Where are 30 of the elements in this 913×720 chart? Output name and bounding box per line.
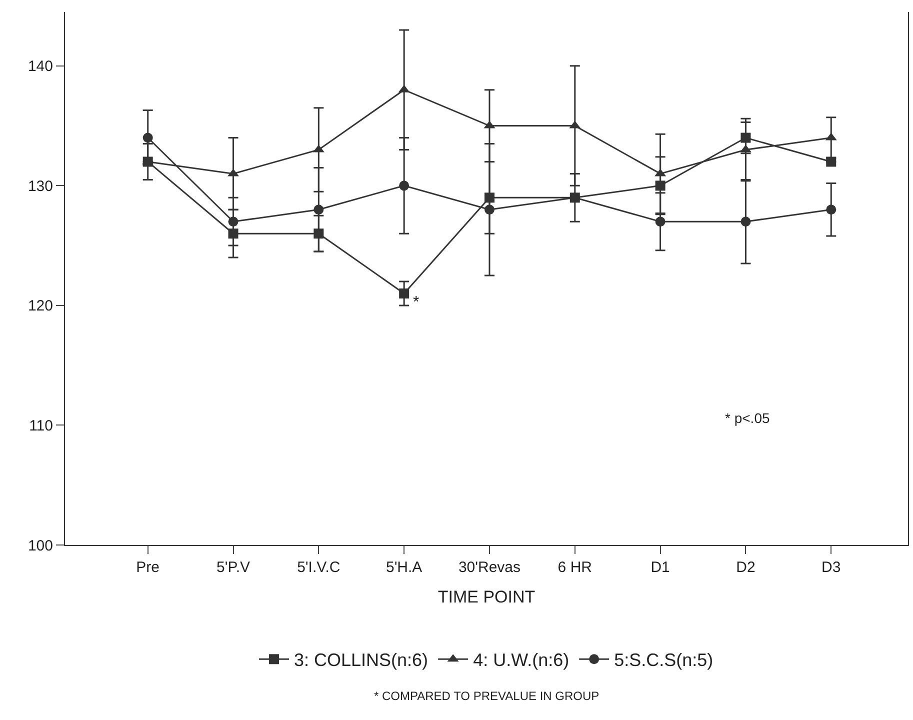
point bbox=[826, 204, 836, 215]
legend-label: 5:S.C.S(n:5) bbox=[614, 650, 714, 670]
point bbox=[314, 204, 324, 215]
point bbox=[142, 132, 153, 143]
y-tick-label: 100 bbox=[28, 537, 53, 554]
point bbox=[484, 204, 494, 215]
legend-label: 4: U.W.(n:6) bbox=[473, 650, 570, 670]
legend-label: 3: COLLINS(n:6) bbox=[294, 650, 428, 670]
annotation: * bbox=[413, 294, 420, 311]
x-tick-label: 5'P.V bbox=[216, 559, 250, 576]
y-tick-label: 140 bbox=[28, 58, 53, 76]
x-tick-label: 5'H.A bbox=[386, 559, 422, 576]
x-tick-label: 5'I.V.C bbox=[297, 559, 340, 576]
point bbox=[228, 216, 238, 227]
x-tick-label: 30'Revas bbox=[458, 559, 521, 576]
x-tick-label: 6 HR bbox=[558, 559, 592, 576]
point bbox=[740, 216, 751, 227]
x-tick-label: Pre bbox=[136, 559, 160, 576]
point bbox=[655, 216, 666, 227]
point bbox=[399, 180, 410, 191]
annotation: * p<.05 bbox=[725, 410, 770, 426]
x-tick-label: D1 bbox=[650, 559, 670, 576]
y-tick-label: 130 bbox=[28, 178, 53, 195]
point bbox=[399, 288, 410, 298]
x-axis-title: TIME POINT bbox=[438, 587, 536, 606]
y-tick-label: 120 bbox=[28, 298, 53, 315]
x-tick-label: D2 bbox=[736, 559, 756, 576]
y-tick-label: 110 bbox=[29, 417, 53, 434]
x-tick-label: D3 bbox=[822, 559, 841, 576]
text: * COMPARED TO PREVALUE IN GROUP bbox=[374, 689, 600, 703]
